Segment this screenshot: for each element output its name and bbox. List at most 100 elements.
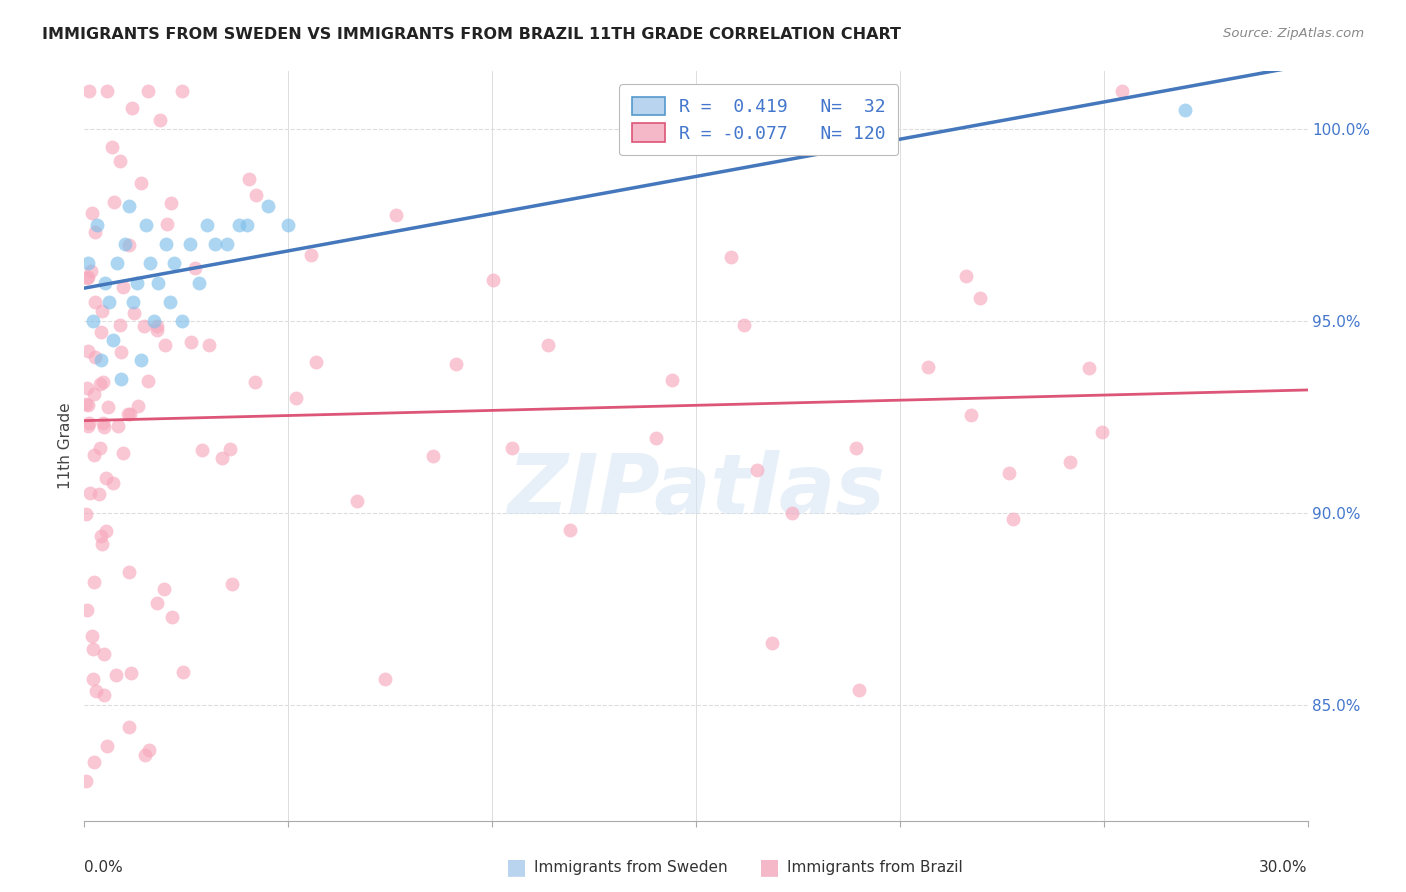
Point <box>257 199 280 213</box>
Point <box>84 226 107 240</box>
Point <box>183 261 205 276</box>
Point <box>131 352 153 367</box>
Point <box>108 153 131 168</box>
Point <box>145 596 167 610</box>
Point <box>129 176 152 190</box>
Point <box>195 218 218 232</box>
Point <box>110 345 132 359</box>
Point <box>93 276 115 290</box>
Text: ■: ■ <box>506 857 527 877</box>
Point <box>1077 361 1099 376</box>
Point <box>1059 455 1081 469</box>
Point <box>217 237 239 252</box>
Point <box>422 449 444 463</box>
Point <box>75 397 97 411</box>
Point <box>955 269 977 284</box>
Point <box>127 399 149 413</box>
Point <box>114 237 136 252</box>
Point <box>180 335 202 350</box>
Text: 30.0%: 30.0% <box>1260 860 1308 874</box>
Point <box>1002 512 1025 526</box>
Point <box>285 391 308 405</box>
Point <box>198 338 221 352</box>
Point <box>159 294 181 309</box>
Point <box>747 463 769 477</box>
Point <box>159 196 181 211</box>
Text: ■: ■ <box>759 857 780 877</box>
Point <box>83 387 105 401</box>
Point <box>83 574 105 589</box>
Point <box>661 373 683 387</box>
Point <box>155 237 177 252</box>
Point <box>76 271 98 285</box>
Point <box>118 199 141 213</box>
Point <box>82 673 104 687</box>
Point <box>138 743 160 757</box>
Point <box>96 739 118 753</box>
Point <box>211 451 233 466</box>
Point <box>93 647 115 661</box>
Point <box>84 684 107 698</box>
Point <box>998 467 1021 481</box>
Point <box>91 375 114 389</box>
Point <box>204 237 226 252</box>
Point <box>1174 103 1197 117</box>
Point <box>384 208 406 222</box>
Point <box>134 747 156 762</box>
Point <box>83 448 105 462</box>
Text: Source: ZipAtlas.com: Source: ZipAtlas.com <box>1223 27 1364 40</box>
Point <box>110 318 132 333</box>
Point <box>97 294 120 309</box>
Point <box>82 314 104 328</box>
Point <box>77 419 100 434</box>
Point <box>79 416 101 430</box>
Point <box>91 417 114 431</box>
Point <box>245 188 267 202</box>
Point <box>80 264 103 278</box>
Point <box>104 668 127 682</box>
Point <box>155 338 177 352</box>
Point <box>145 318 167 333</box>
Point <box>97 401 120 415</box>
Point <box>76 398 98 412</box>
Point <box>238 172 260 186</box>
Point <box>138 374 160 388</box>
Point <box>733 318 755 333</box>
Point <box>120 407 142 421</box>
Point <box>645 431 668 445</box>
Point <box>101 140 124 154</box>
Point <box>111 446 134 460</box>
Point <box>845 442 868 456</box>
Point <box>245 375 267 389</box>
Point <box>96 84 118 98</box>
Point <box>135 218 157 232</box>
Point <box>105 256 128 270</box>
Point <box>299 247 322 261</box>
Point <box>76 381 98 395</box>
Text: ZIPatlas: ZIPatlas <box>508 450 884 532</box>
Point <box>163 256 186 270</box>
Point <box>187 276 209 290</box>
Point <box>79 485 101 500</box>
Point <box>917 359 939 374</box>
Point <box>277 218 299 232</box>
Point <box>89 377 111 392</box>
Point <box>117 407 139 421</box>
Point <box>172 314 194 328</box>
Point <box>134 318 156 333</box>
Point <box>156 218 179 232</box>
Point <box>501 442 523 456</box>
Point <box>94 524 117 538</box>
Point <box>112 280 135 294</box>
Point <box>142 314 165 328</box>
Text: Immigrants from Sweden: Immigrants from Sweden <box>534 860 728 874</box>
Point <box>90 325 112 339</box>
Point <box>444 357 467 371</box>
Point <box>138 256 160 270</box>
Point <box>91 537 114 551</box>
Point <box>89 441 111 455</box>
Point <box>80 629 103 643</box>
Point <box>560 523 582 537</box>
Point <box>191 442 214 457</box>
Text: Immigrants from Brazil: Immigrants from Brazil <box>787 860 963 874</box>
